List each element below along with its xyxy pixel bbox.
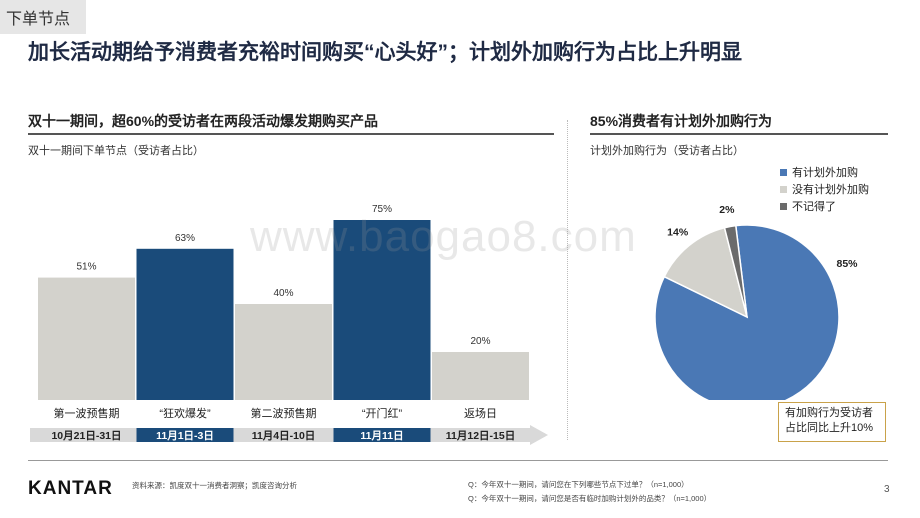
bar-value-label-4: 75% <box>372 204 392 215</box>
date-range-label-1: 10月21日-31日 <box>51 430 121 442</box>
date-range-label-5: 11月12日-15日 <box>446 430 515 442</box>
date-range-label-2: 11月1日-3日 <box>156 430 214 442</box>
left-section-rule <box>28 133 554 135</box>
bar-2 <box>136 248 234 400</box>
legend-swatch-2 <box>780 186 787 193</box>
category-label-2: “狂欢爆发” <box>159 406 211 420</box>
brand-logo: KANTAR <box>28 478 113 499</box>
footer-rule <box>28 460 888 461</box>
right-section-title: 85%消费者有计划外加购行为 <box>590 113 773 129</box>
page-number: 3 <box>884 484 890 495</box>
date-range-label-4: 11月11日 <box>360 430 403 442</box>
source-note: 资料来源：凯度双十一消费者洞察；凯度咨询分析 <box>132 481 297 490</box>
bar-5 <box>432 352 529 400</box>
category-label-1: 第一波预售期 <box>54 406 120 420</box>
section-tag: 下单节点 <box>0 0 86 34</box>
pie-chart-subtitle: 计划外加购行为（受访者占比） <box>590 145 744 157</box>
pie-slice-2 <box>663 226 749 319</box>
legend-label-1: 有计划外加购 <box>792 165 858 179</box>
timeline-arrow-head <box>530 425 548 445</box>
question-note-2: Q：今年双十一期间，请问您是否有临时加购计划外的品类？（n=1,000） <box>468 494 712 503</box>
pie-callout: 有加购行为受访者 占比同比上升10% <box>778 402 886 442</box>
bar-chart-subtitle: 双十一期间下单节点（受访者占比） <box>28 145 204 157</box>
timeline-highlight-2 <box>136 428 234 442</box>
bar-1 <box>38 277 135 400</box>
section-divider <box>567 120 568 440</box>
category-label-5: 返场日 <box>464 406 497 420</box>
pie-value-label-3: 2% <box>719 204 735 216</box>
category-label-4: “开门红” <box>362 406 403 420</box>
callout-line-2: 占比同比上升10% <box>785 422 874 434</box>
watermark: www.baogao8.com <box>250 212 637 261</box>
pie-slice-3 <box>723 224 748 318</box>
bar-chart: 51% 第一波预售期 63% “狂欢爆发” 40% 第二波预售期 75% “开门红” 20% 返场… <box>30 204 548 445</box>
question-note-1: Q：今年双十一期间，请问您在下列哪些节点下过单？（n=1,000） <box>468 480 689 489</box>
section-tag-label: 下单节点 <box>6 11 71 28</box>
callout-line-1: 有加购行为受访者 <box>785 407 873 419</box>
pie-value-label-2: 14% <box>667 227 689 239</box>
legend-label-2: 没有计划外加购 <box>792 182 869 196</box>
legend-swatch-1 <box>780 169 787 176</box>
bar-value-label-3: 40% <box>273 288 293 299</box>
right-section-rule <box>590 133 888 135</box>
bar-value-label-2: 63% <box>175 233 195 244</box>
legend-label-3: 不记得了 <box>792 200 836 213</box>
category-label-3: 第二波预售期 <box>251 406 317 420</box>
legend-swatch-3 <box>780 203 787 210</box>
page-title: 加长活动期给予消费者充裕时间购买“心头好”；计划外加购行为占比上升明显 <box>28 41 742 64</box>
timeline-highlight-4 <box>333 428 431 442</box>
pie-value-label-1: 85% <box>836 258 858 270</box>
bar-value-label-5: 20% <box>470 336 490 347</box>
left-section-title: 双十一期间，超60%的受访者在两段活动爆发期购买产品 <box>28 113 379 129</box>
bar-3 <box>235 304 332 400</box>
date-range-label-3: 11月4日-10日 <box>252 430 316 442</box>
bar-value-label-1: 51% <box>76 262 96 273</box>
bar-4 <box>333 220 431 400</box>
